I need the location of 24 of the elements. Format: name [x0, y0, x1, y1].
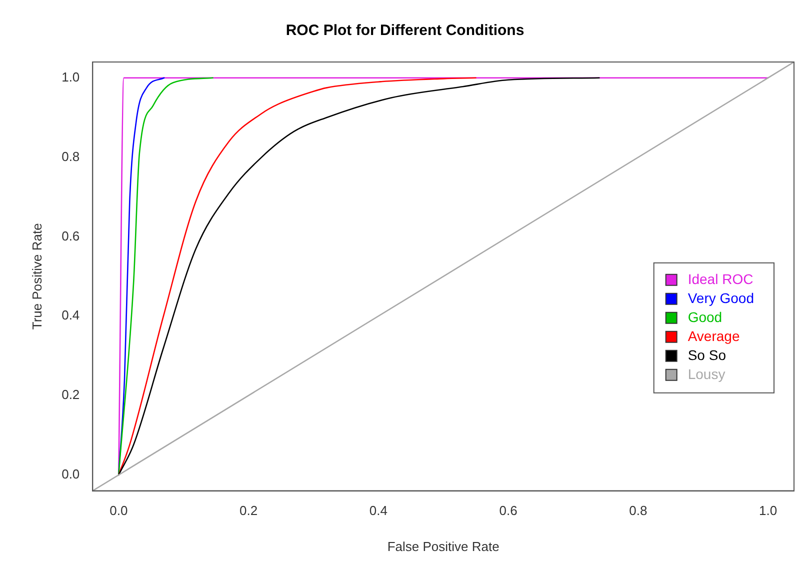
y-tick-label: 0.2 [62, 387, 80, 402]
y-tick-label: 0.6 [62, 228, 80, 244]
line-series [118, 77, 476, 476]
legend-label: Ideal ROC [688, 271, 754, 288]
y-tick-label: 1.0 [62, 69, 80, 84]
y-axis-title: True Positive Rate [29, 223, 44, 330]
x-tick-label: 0.0 [110, 503, 128, 518]
legend-label: So So [688, 347, 726, 364]
chart-title: ROC Plot for Different Conditions [286, 22, 524, 40]
line-series [118, 77, 214, 476]
x-tick-label: 0.4 [369, 503, 388, 518]
y-tick-label: 0.8 [62, 148, 80, 164]
legend-label: Average [688, 328, 740, 344]
y-tick-label: 0.4 [62, 308, 80, 323]
x-tick-label: 1.0 [758, 503, 778, 518]
legend-label: Very Good [688, 290, 754, 306]
legend-label: Good [688, 309, 722, 326]
legend-label: Lousy [688, 366, 726, 382]
x-tick-label: 0.8 [629, 503, 648, 518]
x-tick-label: 0.6 [499, 503, 518, 518]
x-axis-title: False Positive Rate [387, 538, 500, 554]
x-tick-label: 0.2 [239, 503, 258, 518]
line-series [118, 77, 600, 476]
y-tick-label: 0.0 [62, 466, 80, 482]
